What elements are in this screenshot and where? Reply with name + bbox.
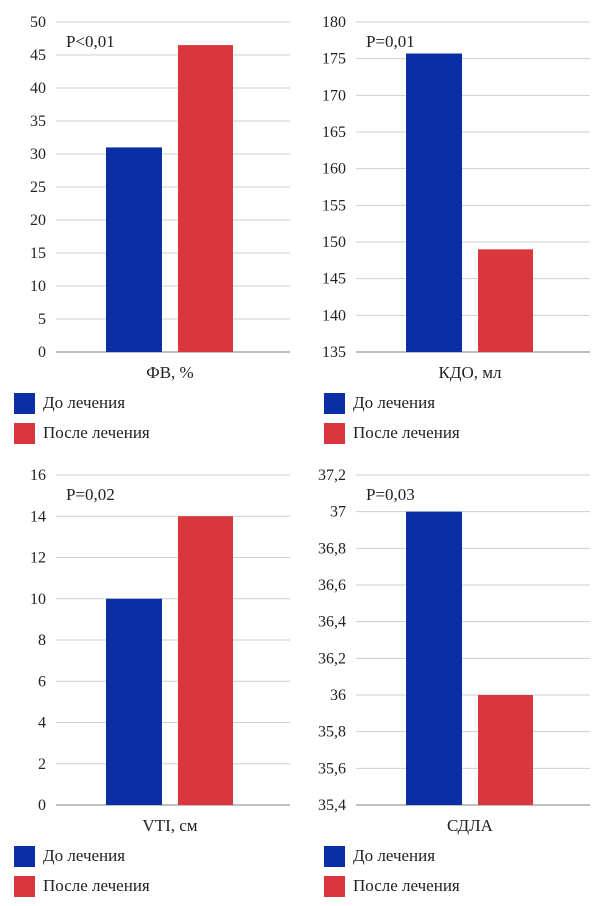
legend-swatch-after <box>14 422 35 444</box>
bar-after <box>178 45 233 352</box>
y-tick-label: 6 <box>38 673 46 690</box>
legend-swatch-before <box>14 845 35 867</box>
y-tick-label: 14 <box>30 508 46 525</box>
legend-swatch-after <box>324 875 345 897</box>
legend-label-before: До лечения <box>353 846 436 865</box>
legend-swatch-before <box>324 845 345 867</box>
legend-swatch-after <box>324 422 345 444</box>
bar-before <box>106 147 162 352</box>
legend-label-after: После лечения <box>43 876 150 895</box>
y-tick-label: 5 <box>38 311 46 328</box>
p-value-annotation: P=0,01 <box>366 32 415 51</box>
legend-item-after: После лечения <box>14 422 150 444</box>
chart-panel-sdla: 35,4 35,6 35,8 36 36,2 36,4 36,6 36,8 37 37,2 P=0,… <box>300 453 600 906</box>
x-axis-label: КДО, мл <box>439 363 502 382</box>
chart-vti: 0 2 4 6 8 10 12 14 16 P=0,02 VTI, см <box>30 467 290 835</box>
y-tick-label: 0 <box>38 797 46 814</box>
y-tick-label: 50 <box>30 14 46 31</box>
y-tick-label: 2 <box>38 756 46 773</box>
y-tick-label: 8 <box>38 632 46 649</box>
chart-panel-fv: 0 5 10 15 20 25 30 35 40 45 50 P<0,01 ФВ, % До лечен… <box>0 0 300 453</box>
chart-fv: 0 5 10 15 20 25 30 35 40 45 50 P<0,01 ФВ, % <box>30 14 290 382</box>
legend-item-before: До лечения <box>324 845 460 867</box>
p-value-annotation: P=0,02 <box>66 485 115 504</box>
y-tick-label: 15 <box>30 245 46 262</box>
y-tick-label: 35,6 <box>318 760 346 777</box>
y-tick-label: 36,6 <box>318 577 346 594</box>
chart-panel-kdo: 135 140 145 150 155 160 165 170 175 180 P=0,01 КДО,… <box>300 0 600 453</box>
legend-item-before: До лечения <box>14 392 150 414</box>
y-tick-label: 37,2 <box>318 467 346 484</box>
y-tick-label: 40 <box>30 80 46 97</box>
bar-before <box>406 511 462 805</box>
x-axis-label: VTI, см <box>142 816 197 835</box>
y-tick-label: 180 <box>322 14 346 31</box>
y-tick-label: 10 <box>30 278 46 295</box>
y-tick-label: 20 <box>30 212 46 229</box>
bar-after <box>178 516 233 805</box>
legend-vti: До лечения После лечения <box>14 845 150 905</box>
x-axis-label: СДЛА <box>447 816 494 835</box>
y-tick-label: 36,4 <box>318 614 346 631</box>
legend-swatch-before <box>14 392 35 414</box>
legend-item-before: До лечения <box>324 392 460 414</box>
legend-label-after: После лечения <box>353 423 460 442</box>
y-tick-label: 4 <box>38 715 46 732</box>
chart-sdla: 35,4 35,6 35,8 36 36,2 36,4 36,6 36,8 37 37,2 P=0,… <box>318 467 590 835</box>
y-tick-label: 25 <box>30 179 46 196</box>
y-tick-label: 35,8 <box>318 724 346 741</box>
y-tick-label: 160 <box>322 161 346 178</box>
y-tick-label: 155 <box>322 197 346 214</box>
p-value-annotation: P=0,03 <box>366 485 415 504</box>
bar-after <box>478 249 533 352</box>
legend-label-before: До лечения <box>43 393 126 412</box>
x-axis-label: ФВ, % <box>146 363 193 382</box>
legend-swatch-after <box>14 875 35 897</box>
legend-item-after: После лечения <box>324 422 460 444</box>
legend-item-before: До лечения <box>14 845 150 867</box>
y-tick-label: 30 <box>30 146 46 163</box>
y-tick-label: 10 <box>30 591 46 608</box>
y-tick-label: 0 <box>38 344 46 361</box>
legend-kdo: До лечения После лечения <box>324 392 460 452</box>
y-tick-label: 140 <box>322 307 346 324</box>
y-tick-label: 150 <box>322 234 346 251</box>
chart-kdo: 135 140 145 150 155 160 165 170 175 180 P=0,01 КДО,… <box>322 14 590 382</box>
p-value-annotation: P<0,01 <box>66 32 115 51</box>
y-tick-label: 36,2 <box>318 650 346 667</box>
y-tick-label: 45 <box>30 47 46 64</box>
y-tick-label: 35 <box>30 113 46 130</box>
bar-before <box>406 53 462 353</box>
legend-sdla: До лечения После лечения <box>324 845 460 905</box>
y-tick-label: 12 <box>30 550 46 567</box>
legend-item-after: После лечения <box>14 875 150 897</box>
y-tick-label: 170 <box>322 87 346 104</box>
y-tick-label: 36,8 <box>318 540 346 557</box>
legend-label-before: До лечения <box>43 846 126 865</box>
legend-item-after: После лечения <box>324 875 460 897</box>
y-tick-label: 135 <box>322 344 346 361</box>
y-tick-label: 145 <box>322 271 346 288</box>
legend-label-after: После лечения <box>43 423 150 442</box>
bar-before <box>106 598 162 805</box>
legend-label-after: После лечения <box>353 876 460 895</box>
legend-label-before: До лечения <box>353 393 436 412</box>
y-tick-label: 175 <box>322 51 346 68</box>
bar-after <box>478 695 533 805</box>
y-tick-label: 16 <box>30 467 46 484</box>
y-tick-label: 36 <box>330 687 346 704</box>
y-tick-label: 37 <box>330 504 346 521</box>
chart-panel-vti: 0 2 4 6 8 10 12 14 16 P=0,02 VTI, см До лечения По… <box>0 453 300 906</box>
legend-fv: До лечения После лечения <box>14 392 150 452</box>
y-tick-label: 165 <box>322 124 346 141</box>
legend-swatch-before <box>324 392 345 414</box>
y-tick-label: 35,4 <box>318 797 346 814</box>
